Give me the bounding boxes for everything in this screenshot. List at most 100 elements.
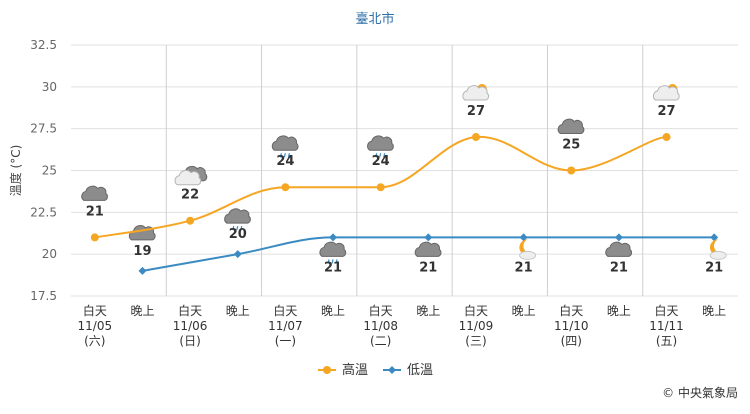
- cloud-shape: [319, 241, 347, 257]
- moon-shape: [709, 239, 725, 256]
- rain-drop: [331, 259, 334, 264]
- legend-low-label: 低溫: [407, 363, 433, 378]
- low-temp-point: [138, 266, 147, 275]
- high-temp-point: [90, 233, 99, 242]
- y-tick-label: 20: [42, 247, 57, 261]
- cloudy-icon: [81, 185, 108, 201]
- x-tick-night-label: 晚上: [130, 304, 154, 318]
- x-tick-weekday: (五): [656, 334, 677, 348]
- y-tick-label: 32.5: [30, 38, 57, 52]
- moon-cloud-icon: [519, 239, 537, 260]
- chart-title: 臺北市: [355, 11, 394, 27]
- cloudy-rain-icon: [224, 208, 251, 231]
- rain-drop: [287, 153, 290, 158]
- cloud-shape: [557, 118, 585, 134]
- x-tick-night-label: 晚上: [607, 304, 631, 318]
- cloud-shape: [519, 250, 537, 260]
- low-temp-value-label: 21: [705, 260, 723, 275]
- x-tick-weekday: (二): [370, 334, 391, 348]
- x-tick-night-label: 晚上: [512, 304, 536, 318]
- high-temp-value-label: 25: [562, 138, 580, 153]
- x-tick-date: 11/08: [363, 319, 398, 333]
- high-temp-value-label: 27: [657, 104, 675, 119]
- high-temp-point: [281, 183, 290, 192]
- x-tick-weekday: (三): [465, 334, 486, 348]
- y-tick-label: 22.5: [30, 205, 57, 219]
- moon-cloud-icon: [709, 239, 727, 260]
- y-tick-label: 25: [42, 164, 57, 178]
- x-tick-night-label: 晚上: [226, 304, 250, 318]
- rain-drop: [335, 259, 338, 264]
- cloud-shape: [709, 250, 727, 260]
- cloud-shape: [605, 241, 633, 257]
- x-tick-day-label: 白天: [369, 303, 393, 318]
- low-temp-point: [329, 233, 338, 242]
- x-tick-date: 11/09: [459, 319, 494, 333]
- x-tick-night-label: 晚上: [321, 304, 345, 318]
- x-tick-weekday: (日): [179, 334, 200, 348]
- rain-drop: [283, 153, 286, 158]
- high-temp-value-label: 24: [372, 154, 390, 169]
- y-tick-label: 17.5: [30, 289, 57, 303]
- partly-cloudy-icon: [174, 165, 208, 186]
- low-temp-point: [424, 233, 433, 242]
- cloudy-icon: [414, 241, 442, 257]
- rain-drop: [383, 153, 386, 158]
- legend-low-marker: [388, 366, 396, 374]
- cloudy-rain-icon: [367, 135, 394, 158]
- cloudy-icon: [557, 118, 585, 134]
- high-temp-point: [567, 166, 576, 175]
- rain-drop: [240, 226, 243, 231]
- low-temp-point: [519, 233, 528, 242]
- legend-high-marker: [323, 366, 331, 374]
- low-temp-value-label: 21: [515, 260, 533, 275]
- cloud-shape: [414, 241, 442, 257]
- x-tick-date: 11/05: [78, 319, 113, 333]
- low-temp-value-label: 21: [419, 260, 437, 275]
- x-tick-day-label: 白天: [559, 303, 583, 318]
- x-tick-day-label: 白天: [655, 303, 679, 318]
- x-tick-weekday: (四): [561, 334, 582, 348]
- x-tick-date: 11/06: [173, 319, 208, 333]
- cloud-shape: [224, 208, 251, 224]
- cloudy-rain-icon: [271, 135, 299, 158]
- x-tick-day-label: 白天: [83, 303, 107, 318]
- high-temp-value-label: 22: [181, 188, 199, 203]
- cloud-shape: [81, 185, 108, 201]
- moon-shape: [519, 239, 534, 256]
- high-temp-value-label: 21: [86, 204, 104, 219]
- cloudy-icon: [128, 225, 156, 241]
- cloud-shape: [652, 85, 680, 101]
- credit-text: © 中央氣象局: [662, 385, 738, 400]
- x-tick-night-label: 晚上: [416, 304, 440, 318]
- cloudy-icon: [605, 241, 633, 257]
- x-tick-date: 11/11: [649, 319, 684, 333]
- low-temp-value-label: 21: [610, 260, 628, 275]
- x-tick-date: 11/10: [554, 319, 589, 333]
- legend-high-label: 高溫: [342, 362, 368, 378]
- rain-drop: [279, 153, 282, 158]
- cloud-shape: [462, 85, 490, 101]
- x-tick-day-label: 白天: [273, 303, 297, 318]
- low-temp-value-label: 21: [324, 260, 342, 275]
- cloudy-rain-icon: [319, 241, 347, 264]
- x-tick-date: 11/07: [268, 319, 303, 333]
- cloud-shape: [271, 135, 299, 151]
- sunny-cloudy-icon: [462, 84, 490, 101]
- rain-drop: [379, 153, 382, 158]
- high-temp-value-label: 24: [276, 154, 294, 169]
- low-temp-value-label: 19: [133, 244, 151, 259]
- rain-drop: [232, 226, 235, 231]
- sunny-cloudy-icon: [652, 84, 680, 101]
- x-tick-night-label: 晚上: [702, 304, 726, 318]
- high-temp-value-label: 27: [467, 104, 485, 119]
- rain-drop: [375, 153, 378, 158]
- cloud-shape: [367, 135, 394, 151]
- low-temp-point: [233, 250, 242, 259]
- high-temp-point: [376, 183, 385, 192]
- y-tick-label: 30: [42, 80, 57, 94]
- low-temp-point: [614, 233, 623, 242]
- cloud-shape: [174, 169, 202, 186]
- x-tick-day-label: 白天: [178, 303, 202, 318]
